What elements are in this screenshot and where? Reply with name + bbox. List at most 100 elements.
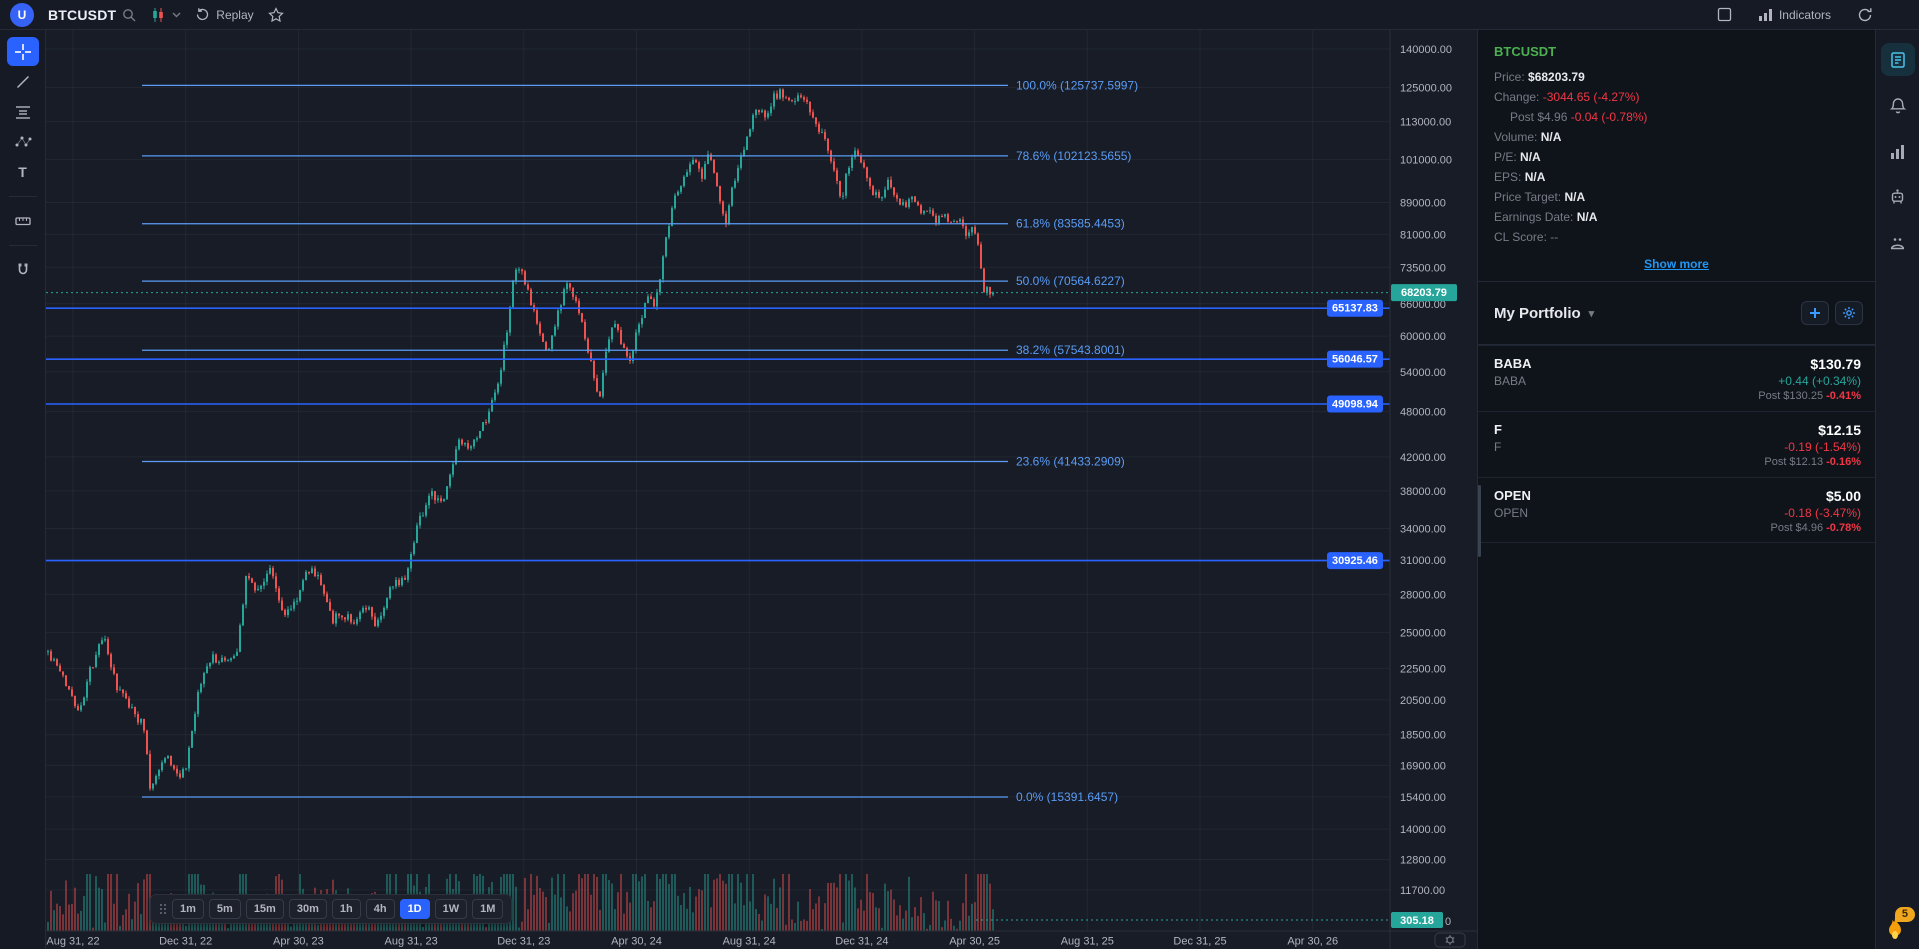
svg-text:Dec 31, 22: Dec 31, 22 [159, 936, 212, 948]
row-name: F [1494, 440, 1502, 454]
volume-row: Volume: N/A [1494, 127, 1859, 147]
svg-text:Aug 31, 24: Aug 31, 24 [723, 936, 776, 948]
timeframe-toolbar: 1m 5m 15m 30m 1h 4h 1D 1W 1M [150, 894, 513, 924]
drag-handle-icon[interactable] [159, 903, 167, 915]
eps-row: EPS: N/A [1494, 167, 1859, 187]
user-avatar[interactable]: U [10, 2, 34, 27]
svg-text:14000.00: 14000.00 [1400, 824, 1446, 836]
panel-scrollbar[interactable] [1478, 485, 1481, 557]
toolbar-divider [8, 196, 37, 197]
svg-text:60000.00: 60000.00 [1400, 331, 1446, 343]
timeframe-1mo[interactable]: 1M [472, 899, 504, 919]
timeframe-1w[interactable]: 1W [434, 899, 468, 919]
community-stream-button[interactable] [1881, 227, 1915, 260]
refresh-icon [1857, 7, 1873, 23]
measure-tool-button[interactable] [7, 206, 39, 235]
alerts-bell-button[interactable] [1881, 89, 1915, 122]
layout-button[interactable] [1717, 7, 1732, 22]
svg-text:Dec 31, 25: Dec 31, 25 [1173, 936, 1226, 948]
chevron-down-icon [172, 12, 181, 18]
row-post-change: -0.16% [1826, 456, 1861, 468]
symbol-title: BTCUSDT [48, 6, 117, 23]
volume-value: N/A [1540, 130, 1562, 144]
change-row: Change: -3044.65 (-4.27%) [1494, 87, 1859, 107]
svg-text:89000.00: 89000.00 [1400, 197, 1446, 209]
panel-symbol-name: BTCUSDT [1494, 44, 1557, 59]
timeframe-15m[interactable]: 15m [245, 899, 284, 919]
svg-text:Dec 31, 24: Dec 31, 24 [835, 936, 888, 948]
refresh-button[interactable] [1857, 7, 1873, 23]
watchlist-row-open[interactable]: OPEN OPEN $5.00 -0.18 (-3.47%) Post $4.9… [1478, 477, 1875, 543]
earnings-date-label: Earnings Date: [1494, 210, 1574, 224]
svg-text:Dec 31, 23: Dec 31, 23 [497, 936, 550, 948]
svg-text:Apr 30, 25: Apr 30, 25 [949, 936, 1000, 948]
replay-icon [195, 7, 210, 22]
svg-text:12800.00: 12800.00 [1400, 854, 1446, 866]
show-more-link[interactable]: Show more [1644, 257, 1709, 271]
pe-row: P/E: N/A [1494, 147, 1859, 167]
row-name: OPEN [1494, 506, 1529, 520]
svg-text:56046.57: 56046.57 [1332, 354, 1378, 366]
row-symbol: F [1494, 422, 1502, 437]
change-value: -3044.65 (-4.27%) [1542, 90, 1640, 104]
text-tool-button[interactable]: T [7, 157, 39, 186]
eps-value: N/A [1524, 170, 1546, 184]
streak-count-badge: 5 [1894, 907, 1915, 922]
svg-text:0.0% (15391.6457): 0.0% (15391.6457) [1016, 790, 1118, 804]
change-label: Change: [1494, 90, 1540, 104]
svg-text:140000.00: 140000.00 [1400, 44, 1452, 56]
chart-pane: 100.0% (125737.5997) 78.6% (102123.5655) 6… [46, 30, 1477, 949]
row-post-label: Post $12.13 [1764, 456, 1824, 468]
svg-text:23.6% (41433.2909): 23.6% (41433.2909) [1016, 455, 1125, 469]
watchlist-details-button[interactable] [1880, 43, 1915, 76]
timeframe-5m[interactable]: 5m [208, 899, 241, 919]
svg-text:Aug 31, 22: Aug 31, 22 [46, 936, 99, 948]
price-row: Price: $68203.79 [1494, 67, 1859, 87]
caret-down-icon: ▾ [1588, 307, 1595, 320]
svg-text:Apr 30, 26: Apr 30, 26 [1287, 936, 1338, 948]
search-icon [122, 8, 136, 22]
price-chart-canvas[interactable]: 100.0% (125737.5997) 78.6% (102123.5655) 6… [46, 30, 1477, 949]
indicators-button[interactable]: Indicators [1758, 8, 1831, 22]
svg-text:38000.00: 38000.00 [1400, 486, 1446, 498]
portfolio-settings-button[interactable] [1835, 301, 1863, 325]
cl-score-label: CL Score: [1494, 230, 1547, 244]
replay-button[interactable]: Replay [195, 7, 254, 22]
crosshair-tool-button[interactable] [6, 37, 39, 66]
trend-line-tool-button[interactable] [7, 67, 39, 96]
chart-type-selector[interactable] [150, 7, 181, 23]
magnet-tool-button[interactable] [7, 255, 39, 284]
data-window-button[interactable] [1881, 135, 1915, 168]
timeframe-4h[interactable]: 4h [365, 899, 395, 919]
timeframe-1m[interactable]: 1m [172, 899, 204, 919]
price-value: $68203.79 [1528, 70, 1585, 84]
watchlist-row-baba[interactable]: BABA BABA $130.79 +0.44 (+0.34%) Post $1… [1478, 345, 1875, 411]
svg-text:28000.00: 28000.00 [1400, 589, 1446, 601]
watchlist-row-f[interactable]: F F $12.15 -0.19 (-1.54%) Post $12.13 -0… [1478, 411, 1875, 477]
bot-assistant-button[interactable] [1881, 181, 1915, 214]
svg-text:65137.83: 65137.83 [1332, 303, 1378, 315]
svg-text:125000.00: 125000.00 [1400, 82, 1452, 94]
row-post: Post $4.96 -0.78% [1770, 522, 1861, 534]
timeframe-30m[interactable]: 30m [288, 899, 327, 919]
svg-text:66000.00: 66000.00 [1400, 299, 1446, 311]
post-change-row: Post $4.96 -0.04 (-0.78%) [1494, 107, 1859, 127]
pe-label: P/E: [1494, 150, 1517, 164]
symbol-info-section: BTCUSDT Price: $68203.79 Change: -3044.6… [1478, 30, 1875, 281]
timeframe-1h[interactable]: 1h [331, 899, 361, 919]
portfolio-title-dropdown[interactable]: My Portfolio ▾ [1494, 305, 1594, 322]
add-symbol-button[interactable] [1801, 301, 1829, 325]
favorite-button[interactable] [267, 6, 284, 23]
svg-text:11700.00: 11700.00 [1400, 885, 1445, 897]
volume-label: Volume: [1494, 130, 1538, 144]
eps-label: EPS: [1494, 170, 1522, 184]
portfolio-title: My Portfolio [1494, 304, 1581, 322]
fib-retracement-tool-button[interactable] [7, 97, 39, 126]
pattern-tool-button[interactable] [7, 127, 39, 156]
streak-widget[interactable]: 5 [1879, 907, 1915, 947]
row-price: $5.00 [1825, 488, 1861, 504]
row-price: $130.79 [1810, 356, 1861, 372]
timeframe-1d[interactable]: 1D [399, 899, 430, 919]
price-target-label: Price Target: [1494, 190, 1562, 204]
symbol-search[interactable]: BTCUSDT [48, 7, 136, 23]
